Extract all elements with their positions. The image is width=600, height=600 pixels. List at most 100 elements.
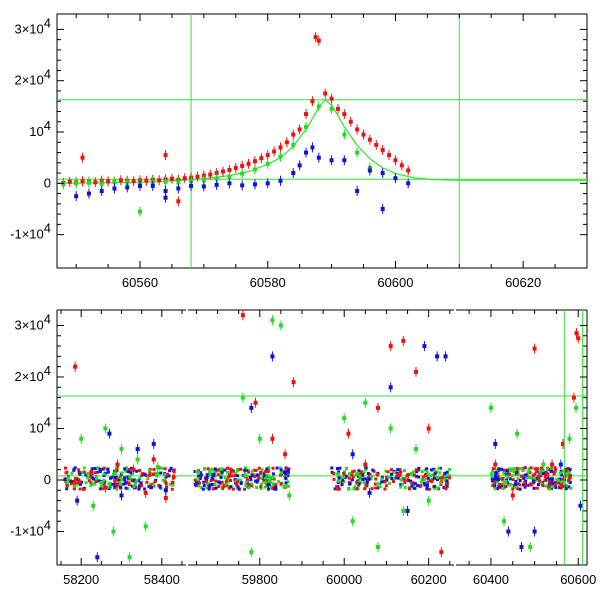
bottom-baseline-point xyxy=(541,484,545,488)
bottom-data-point xyxy=(439,550,444,555)
bottom-baseline-point xyxy=(235,474,239,478)
bottom-baseline-point xyxy=(129,473,133,477)
bottom-baseline-point xyxy=(513,482,517,486)
bottom-baseline-point xyxy=(497,467,501,471)
bottom-baseline-point xyxy=(115,484,119,488)
bottom-baseline-point xyxy=(347,476,351,480)
bottom-data-point xyxy=(571,395,576,400)
bottom-baseline-point xyxy=(126,470,130,474)
top-data-point xyxy=(348,119,353,124)
top-data-point xyxy=(406,168,411,173)
bottom-baseline-point xyxy=(442,486,446,490)
bottom-baseline-point xyxy=(510,467,514,471)
bottom-baseline-point xyxy=(350,470,354,474)
bottom-baseline-point xyxy=(208,473,212,477)
bottom-baseline-point xyxy=(271,476,275,480)
bottom-baseline-point xyxy=(128,475,132,479)
bottom-baseline-point xyxy=(266,482,270,486)
bottom-baseline-point xyxy=(443,474,447,478)
bottom-baseline-point xyxy=(242,474,246,478)
top-data-point xyxy=(252,182,257,187)
bottom-baseline-point xyxy=(425,484,429,488)
bottom-baseline-point xyxy=(87,479,91,483)
bottom-baseline-point xyxy=(65,487,69,491)
bottom-baseline-point xyxy=(416,484,420,488)
bottom-baseline-point xyxy=(385,477,389,481)
bottom-baseline-point xyxy=(220,473,224,477)
top-data-point xyxy=(233,165,238,170)
bottom-baseline-point xyxy=(151,472,155,476)
bottom-baseline-point xyxy=(286,468,290,472)
bottom-data-point xyxy=(350,519,355,524)
bottom-baseline-point xyxy=(248,475,252,479)
bottom-data-point xyxy=(502,519,507,524)
bottom-baseline-point xyxy=(127,483,131,487)
bottom-baseline-point xyxy=(502,480,506,484)
bottom-data-point xyxy=(151,441,156,446)
bottom-baseline-point xyxy=(216,473,220,477)
bottom-baseline-point xyxy=(223,468,227,472)
top-data-point xyxy=(61,182,66,187)
bottom-baseline-point xyxy=(353,473,357,477)
bottom-baseline-point xyxy=(205,486,209,490)
bottom-baseline-point xyxy=(230,469,234,473)
bottom-baseline-point xyxy=(272,487,276,491)
top-data-point xyxy=(227,181,232,186)
bottom-baseline-point xyxy=(351,475,355,479)
bottom-baseline-point xyxy=(204,479,208,483)
bottom-data-point xyxy=(111,529,116,534)
bottom-baseline-point xyxy=(380,475,384,479)
bottom-baseline-point xyxy=(399,478,403,482)
bottom-baseline-point xyxy=(130,484,134,488)
bottom-baseline-point xyxy=(559,470,563,474)
bottom-baseline-point xyxy=(536,483,540,487)
bottom-baseline-point xyxy=(147,473,151,477)
bottom-baseline-point xyxy=(344,474,348,478)
top-model-curve xyxy=(56,98,587,184)
bottom-baseline-point xyxy=(73,466,77,470)
bottom-baseline-point xyxy=(193,478,197,482)
bottom-baseline-point xyxy=(149,483,153,487)
bottom-baseline-point xyxy=(438,466,442,470)
bottom-baseline-point xyxy=(414,468,418,472)
bottom-baseline-point xyxy=(539,466,543,470)
bottom-baseline-point xyxy=(115,476,119,480)
top-data-point xyxy=(259,156,264,161)
bottom-baseline-point xyxy=(164,475,168,479)
bottom-baseline-point xyxy=(236,467,240,471)
top-data-point xyxy=(208,172,213,177)
bottom-baseline-point xyxy=(512,467,516,471)
bottom-baseline-point xyxy=(278,466,282,470)
bottom-baseline-point xyxy=(402,469,406,473)
bottom-baseline-point xyxy=(504,481,508,485)
bottom-baseline-point xyxy=(564,487,568,491)
bottom-data-point xyxy=(253,400,258,405)
bottom-baseline-point xyxy=(168,469,172,473)
top-data-point xyxy=(214,171,219,176)
bottom-baseline-point xyxy=(279,483,283,487)
bottom-baseline-point xyxy=(263,485,267,489)
bottom-baseline-point xyxy=(493,483,497,487)
bottom-baseline-point xyxy=(554,485,558,489)
bottom-baseline-point xyxy=(171,483,175,487)
bottom-baseline-point xyxy=(436,476,440,480)
bottom-baseline-point xyxy=(563,472,567,476)
bottom-data-point xyxy=(414,447,418,452)
bottom-baseline-point xyxy=(347,487,351,491)
bottom-baseline-point xyxy=(267,487,271,491)
bottom-baseline-point xyxy=(405,473,409,477)
bottom-baseline-point xyxy=(197,473,201,477)
bottom-baseline-point xyxy=(208,470,212,474)
bottom-baseline-point xyxy=(97,479,101,483)
bottom-baseline-point xyxy=(196,469,200,473)
bottom-baseline-point xyxy=(403,479,407,483)
bottom-baseline-point xyxy=(72,484,76,488)
bottom-baseline-point xyxy=(497,484,501,488)
bottom-baseline-point xyxy=(219,475,223,479)
top-data-point xyxy=(297,127,302,132)
bottom-baseline-point xyxy=(420,477,424,481)
bottom-data-point xyxy=(163,496,168,501)
bottom-baseline-point xyxy=(417,468,421,472)
top-data-point xyxy=(367,168,372,173)
bottom-baseline-point xyxy=(72,468,76,472)
